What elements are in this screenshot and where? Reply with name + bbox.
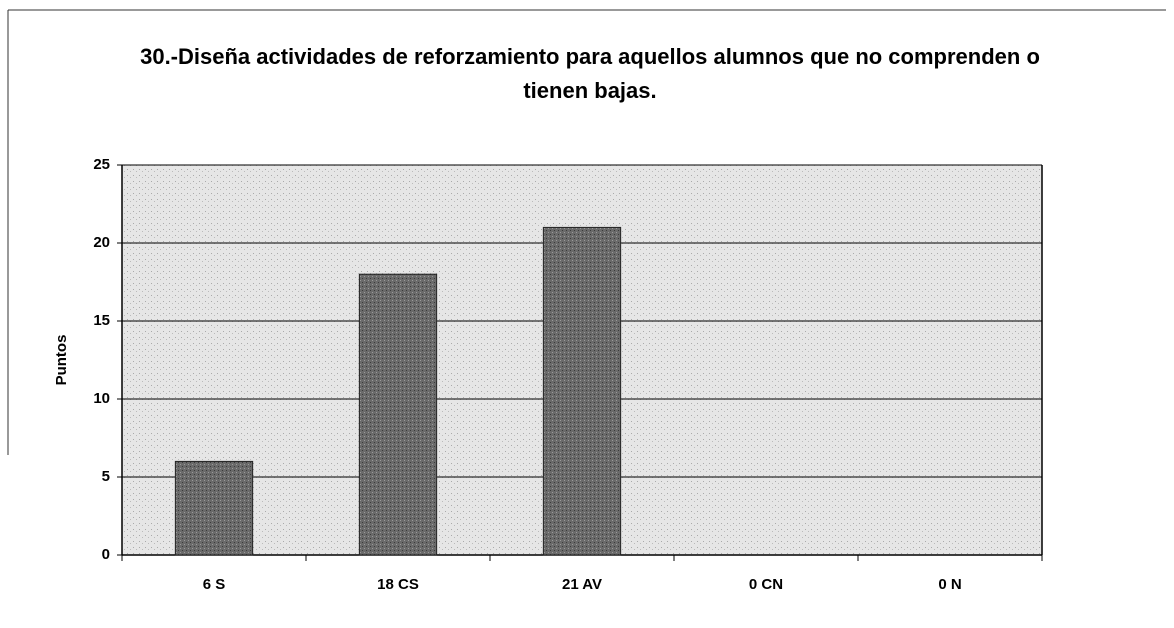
x-tick-label: 21 AV (562, 576, 602, 593)
y-tick-label: 10 (93, 390, 110, 407)
x-tick-label: 18 CS (377, 576, 419, 593)
y-tick-label: 20 (93, 234, 110, 251)
bar (358, 273, 438, 556)
y-axis-label: Puntos (53, 335, 70, 386)
chart-title: 30.-Diseña actividades de reforzamiento … (140, 44, 1040, 103)
x-tick-label: 6 S (203, 576, 226, 593)
y-tick-label: 15 (93, 312, 110, 329)
y-tick-label: 25 (93, 156, 110, 173)
y-tick-label: 0 (102, 546, 110, 563)
y-tick-label: 5 (102, 468, 110, 485)
bar (174, 460, 254, 556)
x-tick-label: 0 CN (749, 576, 783, 593)
bar (542, 226, 622, 556)
x-tick-label: 0 N (938, 576, 961, 593)
